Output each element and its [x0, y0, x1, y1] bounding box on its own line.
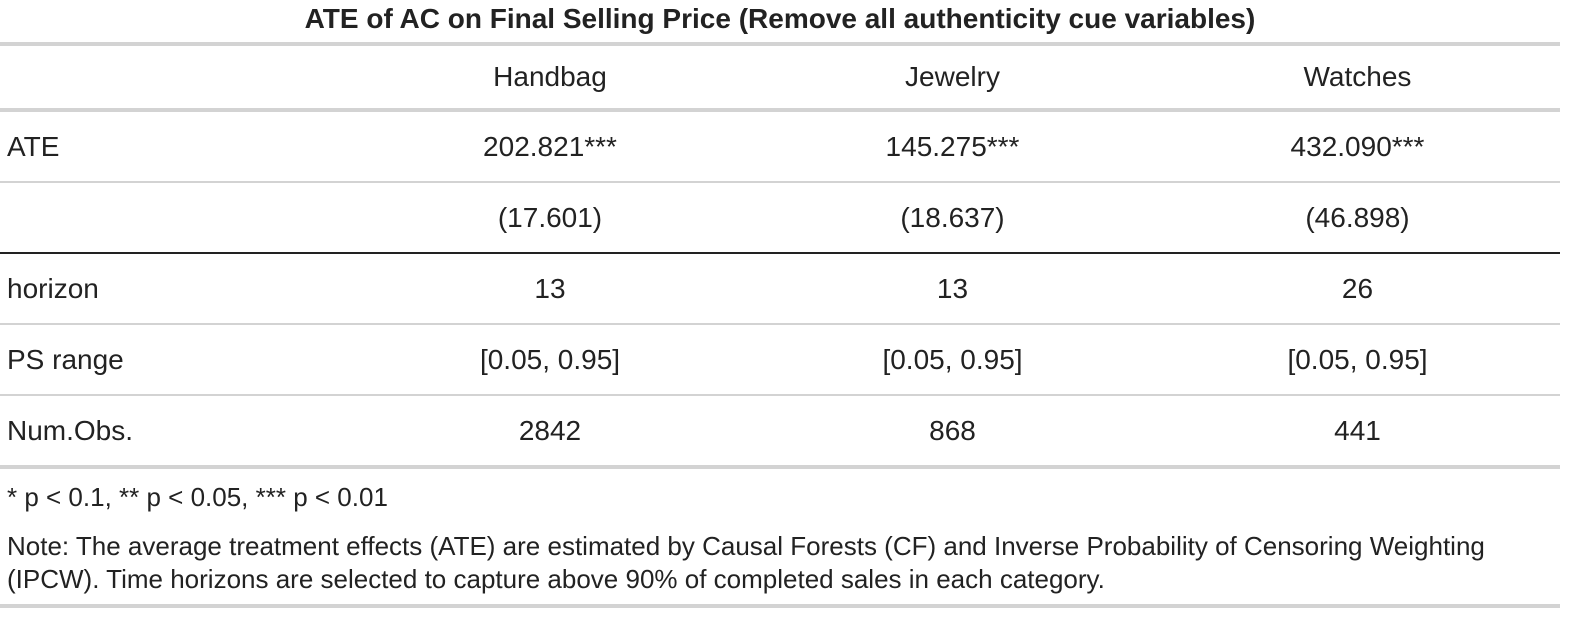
column-header-watches: Watches — [1155, 42, 1560, 112]
table-cell: 868 — [750, 395, 1155, 469]
row-ps-range: PS range [0.05, 0.95] [0.05, 0.95] [0.05… — [0, 324, 1560, 396]
row-horizon: horizon 13 13 26 — [0, 253, 1560, 325]
row-label: PS range — [0, 324, 350, 396]
row-label: ATE — [0, 110, 350, 183]
table-note: Note: The average treatment effects (ATE… — [7, 531, 1485, 594]
table-cell: [0.05, 0.95] — [350, 324, 750, 396]
bottom-rule — [0, 604, 1560, 608]
table-cell: 432.090*** — [1155, 110, 1560, 183]
significance-footnote: * p < 0.1, ** p < 0.05, *** p < 0.01 — [7, 482, 388, 512]
column-header-handbag: Handbag — [350, 42, 750, 112]
table-cell: 26 — [1155, 253, 1560, 325]
row-label: horizon — [0, 253, 350, 325]
table-cell: [0.05, 0.95] — [750, 324, 1155, 396]
table-cell: 202.821*** — [350, 110, 750, 183]
table-cell: 2842 — [350, 395, 750, 469]
table-cell: (46.898) — [1155, 182, 1560, 254]
header-row: Handbag Jewelry Watches — [0, 42, 1560, 112]
table-cell: 145.275*** — [750, 110, 1155, 183]
row-ate-estimate: ATE 202.821*** 145.275*** 432.090*** — [0, 110, 1560, 183]
table-title: ATE of AC on Final Selling Price (Remove… — [304, 3, 1256, 34]
column-header-jewelry: Jewelry — [750, 42, 1155, 112]
row-ate-std-error: (17.601) (18.637) (46.898) — [0, 182, 1560, 254]
row-label: Num.Obs. — [0, 395, 350, 469]
table-cell: 13 — [750, 253, 1155, 325]
header-stub — [0, 42, 350, 112]
table-cell: 441 — [1155, 395, 1560, 469]
table-cell: [0.05, 0.95] — [1155, 324, 1560, 396]
row-num-obs: Num.Obs. 2842 868 441 — [0, 395, 1560, 469]
table-cell: (18.637) — [750, 182, 1155, 254]
table-cell: (17.601) — [350, 182, 750, 254]
results-table: Handbag Jewelry Watches ATE 202.821*** 1… — [0, 42, 1560, 469]
row-label — [0, 182, 350, 254]
table-cell: 13 — [350, 253, 750, 325]
